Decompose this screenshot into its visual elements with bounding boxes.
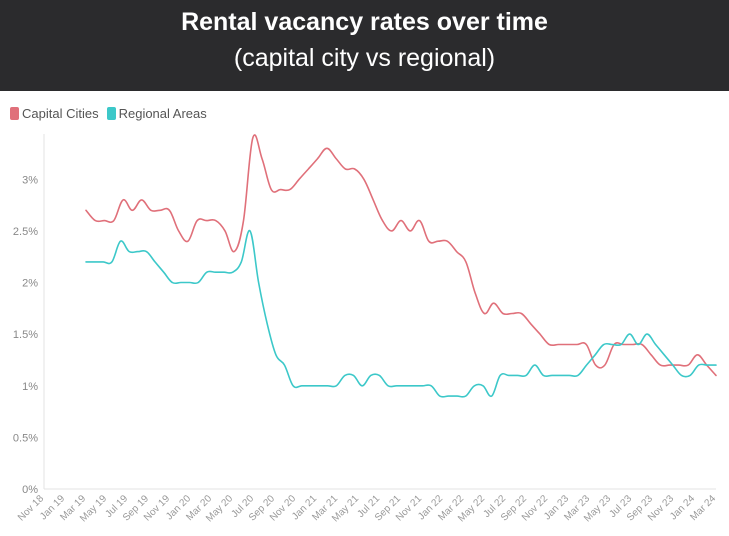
chart-title: Rental vacancy rates over time [181, 8, 548, 36]
legend-swatch-regional [106, 107, 116, 120]
chart-header: Rental vacancy rates over time (capital … [0, 0, 729, 91]
y-tick-label: 1.5% [13, 329, 38, 341]
y-tick-label: 0% [22, 484, 38, 496]
y-tick-label: 0.5% [13, 432, 38, 444]
legend: Capital Cities Regional Areas [10, 106, 215, 121]
series-line-capital-cities [85, 134, 717, 377]
legend-swatch-capital [10, 107, 19, 120]
y-tick-label: 3% [22, 174, 38, 186]
chart-subtitle: (capital city vs regional) [233, 44, 496, 72]
y-tick-label: 2.5% [13, 226, 38, 238]
legend-label-regional: Regional Areas [118, 106, 207, 121]
series-line-regional-areas [85, 230, 717, 398]
y-tick-label: 1% [22, 381, 38, 393]
legend-label-capital: Capital Cities [22, 106, 99, 121]
y-tick-label: 2% [22, 278, 38, 290]
legend-item-regional[interactable]: Regional Areas [106, 106, 207, 121]
legend-item-capital[interactable]: Capital Cities [10, 106, 99, 121]
